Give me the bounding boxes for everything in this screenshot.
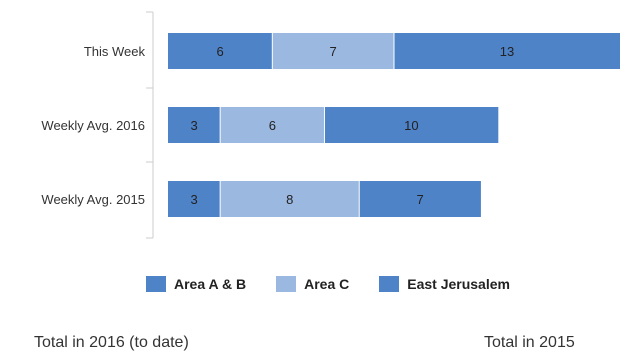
- bar-segment: [359, 181, 481, 217]
- category-label: This Week: [84, 44, 146, 59]
- legend-swatch-east-jerusalem: [379, 276, 400, 292]
- data-label: 10: [404, 118, 418, 133]
- legend-item-area-c: Area C: [276, 276, 349, 292]
- data-label: 13: [500, 44, 514, 59]
- category-label: Weekly Avg. 2015: [41, 192, 145, 207]
- data-label: 3: [190, 192, 197, 207]
- data-label: 8: [286, 192, 293, 207]
- bar-segment: [324, 107, 499, 143]
- legend-label-east-jerusalem: East Jerusalem: [407, 276, 510, 292]
- legend-swatch-area-a-b: [146, 276, 166, 292]
- bar-segment: [220, 181, 360, 217]
- stacked-bar-chart: This Week 6 7 13 Weekly Avg. 2016 3 6 10 Weekly …: [41, 11, 620, 239]
- legend-swatch-area-c: [276, 276, 297, 292]
- data-label: 3: [190, 118, 197, 133]
- legend: Area A & B Area C East Jerusalem: [146, 276, 510, 292]
- legend-label-area-a-b: Area A & B: [174, 276, 247, 292]
- category-label: Weekly Avg. 2016: [41, 118, 145, 133]
- footer-total-2016: Total in 2016 (to date): [34, 334, 189, 351]
- legend-item-east-jerusalem: East Jerusalem: [379, 276, 510, 292]
- legend-label-area-c: Area C: [304, 276, 350, 292]
- bar-segment: [220, 107, 325, 143]
- bar-segment: [168, 33, 273, 69]
- bar-segment: [272, 33, 394, 69]
- data-label: 7: [416, 192, 423, 207]
- data-label: 6: [217, 44, 224, 59]
- bar-segment: [394, 33, 620, 69]
- bar-segment: [168, 181, 221, 217]
- data-label: 7: [330, 44, 337, 59]
- data-label: 6: [269, 118, 276, 133]
- footer-total-2015: Total in 2015: [484, 334, 575, 351]
- bar-segment: [168, 107, 221, 143]
- legend-item-area-a-b: Area A & B: [146, 276, 246, 292]
